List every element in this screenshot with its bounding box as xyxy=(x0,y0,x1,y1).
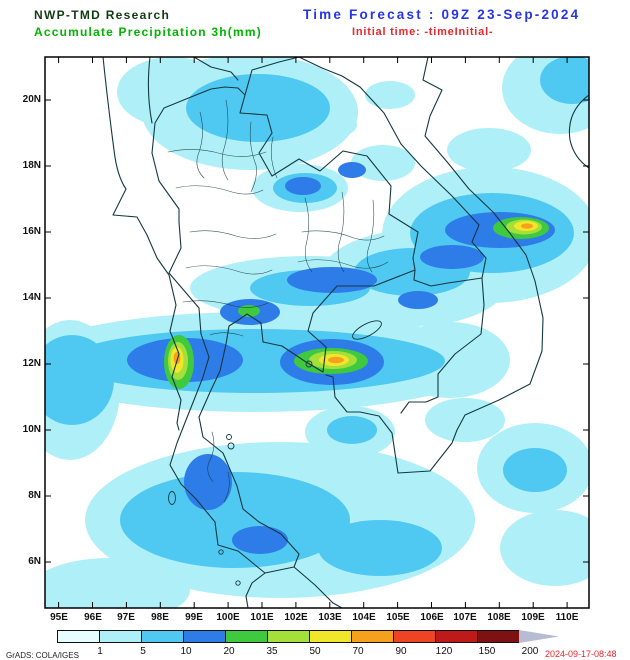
y-axis-label: 14N xyxy=(22,292,41,303)
x-axis-label: 104E xyxy=(352,612,376,623)
legend-value: 200 xyxy=(521,646,539,657)
thailand-province-lines xyxy=(167,99,389,503)
legend-cell xyxy=(141,630,184,643)
legend-value: 150 xyxy=(478,646,496,657)
x-axis-label: 100E xyxy=(216,612,240,623)
samui-island xyxy=(227,442,235,450)
phuket-island xyxy=(168,491,176,505)
x-axis-label: 98E xyxy=(151,612,169,623)
penang-island xyxy=(235,580,241,586)
y-axis-label: 8N xyxy=(28,490,41,501)
legend-value: 120 xyxy=(435,646,453,657)
phangan-island xyxy=(226,434,232,440)
legend-cell xyxy=(351,630,394,643)
legend-cell xyxy=(99,630,142,643)
initial-time-label: Initial time: -timeInitial- xyxy=(352,26,494,38)
x-axis-label: 95E xyxy=(50,612,68,623)
vietnam-coastline xyxy=(325,57,544,474)
legend-value: 20 xyxy=(223,646,235,657)
grads-credit: GrADS: COLA/IGES xyxy=(6,651,79,660)
myanmar-coastline xyxy=(112,188,182,431)
x-axis-label: 109E xyxy=(521,612,545,623)
legend-cell xyxy=(57,630,100,643)
forecast-time-label: Time Forecast : 09Z 23-Sep-2024 xyxy=(303,7,581,22)
x-axis-ticks xyxy=(58,57,568,608)
x-axis-label: 96E xyxy=(84,612,102,623)
kochang-island xyxy=(305,360,313,368)
y-axis-label: 20N xyxy=(22,94,41,105)
x-axis-label: 110E xyxy=(555,612,579,623)
china-laos-borders xyxy=(193,57,361,96)
x-axis-label: 108E xyxy=(487,612,511,623)
x-axis-label: 106E xyxy=(420,612,444,623)
legend-value: 35 xyxy=(266,646,278,657)
legend-cell xyxy=(183,630,226,643)
thailand-border xyxy=(151,86,419,574)
y-axis-label: 18N xyxy=(22,160,41,171)
x-axis-label: 102E xyxy=(284,612,308,623)
product-title: Accumulate Precipitation 3h(mm) xyxy=(34,25,262,39)
legend-value: 90 xyxy=(395,646,407,657)
langkawi-island xyxy=(218,549,224,555)
app-title: NWP-TMD Research xyxy=(34,8,171,22)
legend-cell xyxy=(309,630,352,643)
legend-value: 50 xyxy=(309,646,321,657)
map-frame xyxy=(44,56,590,609)
legend-cell xyxy=(393,630,436,643)
legend-value: 1 xyxy=(97,646,103,657)
legend-cell xyxy=(435,630,478,643)
legend-value: 5 xyxy=(140,646,146,657)
color-legend-bar xyxy=(57,630,559,643)
legend-cell xyxy=(267,630,310,643)
timestamp: 2024-09-17-08:48 xyxy=(545,649,617,659)
hainan-coastline xyxy=(568,94,589,169)
x-axis-label: 105E xyxy=(386,612,410,623)
y-axis-label: 10N xyxy=(22,424,41,435)
x-axis-label: 103E xyxy=(318,612,342,623)
x-axis-label: 97E xyxy=(117,612,135,623)
x-axis-label: 101E xyxy=(250,612,274,623)
legend-value: 70 xyxy=(352,646,364,657)
y-axis-label: 12N xyxy=(22,358,41,369)
country-borders xyxy=(102,57,589,608)
x-axis-label: 99E xyxy=(185,612,203,623)
legend-cell xyxy=(477,630,520,643)
y-axis-ticks xyxy=(45,99,589,563)
myanmar-inland-lines xyxy=(102,57,153,190)
x-axis-label: 107E xyxy=(453,612,477,623)
malaysia-coastlines xyxy=(245,566,343,608)
y-axis-label: 16N xyxy=(22,226,41,237)
legend-overflow-arrow-icon xyxy=(519,630,559,643)
y-axis-label: 6N xyxy=(28,556,41,567)
legend-cell xyxy=(225,630,268,643)
laos-cambodia-border xyxy=(413,269,483,287)
precipitation-layers xyxy=(45,57,589,608)
legend-value: 10 xyxy=(180,646,192,657)
tonle-sap-lake xyxy=(352,320,382,340)
